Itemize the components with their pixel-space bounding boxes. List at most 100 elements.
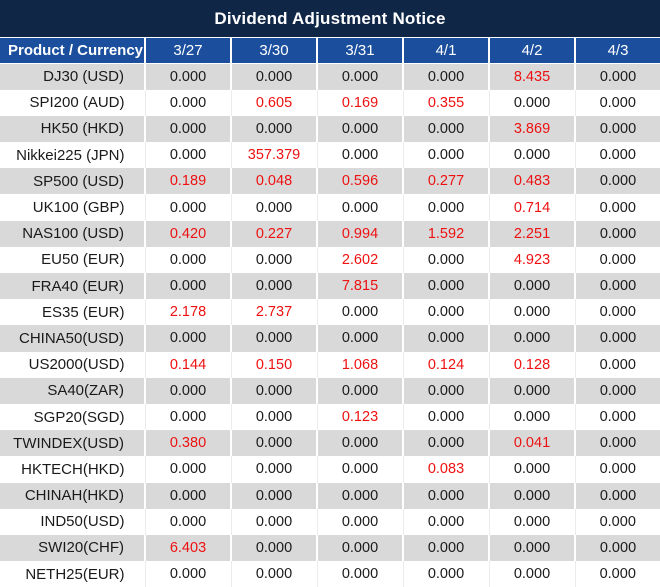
value-cell: 0.000	[489, 142, 576, 169]
table-row: SP500 (USD) 0.189 0.048 0.596 0.277 0.483 0.00…	[0, 168, 660, 195]
product-cell: HK50 (HKD)	[0, 115, 146, 143]
product-cell: US2000(USD)	[0, 351, 146, 378]
value-cell: 0.000	[317, 561, 404, 587]
value-cell: 0.994	[317, 220, 404, 247]
value-cell: 0.000	[145, 377, 232, 404]
value-cell: 0.000	[489, 508, 576, 535]
table-row: NAS100 (USD) 0.420 0.227 0.994 1.592 2.251 0.0…	[0, 220, 660, 247]
value-cell: 0.000	[403, 142, 490, 169]
product-cell: EU50 (EUR)	[0, 246, 146, 273]
value-cell: 0.000	[317, 142, 404, 169]
value-cell: 0.000	[231, 482, 318, 509]
value-cell: 0.000	[403, 377, 490, 404]
product-cell: ES35 (EUR)	[0, 299, 146, 326]
value-cell: 0.000	[231, 508, 318, 535]
value-cell: 0.000	[575, 561, 660, 587]
value-cell: 0.596	[317, 168, 404, 195]
date-column-header: 4/2	[489, 37, 576, 64]
value-cell: 0.000	[231, 325, 318, 352]
product-cell: DJ30 (USD)	[0, 63, 146, 90]
product-currency-header: Product / Currency	[0, 37, 146, 64]
value-cell: 2.602	[317, 246, 404, 273]
value-cell: 0.000	[145, 403, 232, 431]
value-cell: 0.041	[489, 430, 576, 457]
value-cell: 0.000	[231, 194, 318, 221]
value-cell: 357.379	[231, 142, 318, 169]
table-row: HK50 (HKD) 0.000 0.000 0.000 0.000 3.869 0.000	[0, 115, 660, 143]
value-cell: 0.000	[575, 168, 660, 195]
value-cell: 0.124	[403, 351, 490, 378]
value-cell: 0.000	[317, 430, 404, 457]
product-cell: CHINAH(HKD)	[0, 482, 146, 509]
product-cell: SGP20(SGD)	[0, 403, 146, 431]
value-cell: 0.000	[231, 561, 318, 587]
table-row: Nikkei225 (JPN) 0.000 357.379 0.000 0.000 0.0…	[0, 142, 660, 169]
product-cell: IND50(USD)	[0, 508, 146, 535]
value-cell: 0.000	[403, 194, 490, 221]
value-cell: 0.000	[575, 430, 660, 457]
value-cell: 0.083	[403, 456, 490, 483]
value-cell: 0.000	[231, 430, 318, 457]
value-cell: 0.000	[489, 403, 576, 431]
value-cell: 0.000	[489, 534, 576, 562]
value-cell: 0.000	[231, 115, 318, 143]
table-row: FRA40 (EUR) 0.000 0.000 7.815 0.000 0.000 0.00…	[0, 273, 660, 300]
value-cell: 8.435	[489, 63, 576, 90]
value-cell: 0.000	[403, 63, 490, 90]
value-cell: 0.000	[575, 351, 660, 378]
value-cell: 0.000	[317, 194, 404, 221]
product-cell: Nikkei225 (JPN)	[0, 142, 146, 169]
product-cell: FRA40 (EUR)	[0, 273, 146, 300]
value-cell: 0.000	[575, 299, 660, 326]
value-cell: 0.483	[489, 168, 576, 195]
value-cell: 0.000	[403, 246, 490, 273]
value-cell: 0.000	[231, 377, 318, 404]
value-cell: 0.000	[403, 561, 490, 587]
value-cell: 0.000	[231, 63, 318, 90]
value-cell: 0.000	[317, 534, 404, 562]
table-row: NETH25(EUR) 0.000 0.000 0.000 0.000 0.000 0.00…	[0, 561, 660, 587]
table-row: CHINAH(HKD) 0.000 0.000 0.000 0.000 0.000 0.00…	[0, 482, 660, 509]
value-cell: 0.000	[145, 89, 232, 116]
value-cell: 0.000	[489, 273, 576, 300]
product-cell: CHINA50(USD)	[0, 325, 146, 352]
value-cell: 0.000	[317, 482, 404, 509]
value-cell: 0.000	[403, 534, 490, 562]
value-cell: 0.000	[231, 246, 318, 273]
value-cell: 0.000	[489, 299, 576, 326]
value-cell: 0.000	[317, 115, 404, 143]
dividend-adjustment-table: Product / Currency 3/27 3/30 3/31 4/1 4/2 4/3…	[0, 37, 660, 587]
value-cell: 3.869	[489, 115, 576, 143]
value-cell: 0.189	[145, 168, 232, 195]
table-row: SPI200 (AUD) 0.000 0.605 0.169 0.355 0.000 0.0…	[0, 89, 660, 116]
value-cell: 0.000	[489, 377, 576, 404]
value-cell: 0.000	[231, 456, 318, 483]
value-cell: 0.714	[489, 194, 576, 221]
table-row: SWI20(CHF) 6.403 0.000 0.000 0.000 0.000 0.000	[0, 534, 660, 562]
value-cell: 0.000	[403, 325, 490, 352]
value-cell: 0.000	[403, 508, 490, 535]
value-cell: 1.592	[403, 220, 490, 247]
value-cell: 0.048	[231, 168, 318, 195]
value-cell: 4.923	[489, 246, 576, 273]
table-row: IND50(USD) 0.000 0.000 0.000 0.000 0.000 0.000	[0, 508, 660, 535]
value-cell: 0.000	[575, 115, 660, 143]
value-cell: 0.000	[489, 89, 576, 116]
value-cell: 0.380	[145, 430, 232, 457]
value-cell: 2.178	[145, 299, 232, 326]
product-cell: NAS100 (USD)	[0, 220, 146, 247]
page-title: Dividend Adjustment Notice	[214, 8, 446, 28]
value-cell: 0.000	[575, 377, 660, 404]
value-cell: 0.000	[575, 89, 660, 116]
value-cell: 0.000	[575, 508, 660, 535]
date-column-header: 3/31	[317, 37, 404, 64]
value-cell: 0.000	[231, 403, 318, 431]
table-row: DJ30 (USD) 0.000 0.000 0.000 0.000 8.435 0.000	[0, 63, 660, 90]
value-cell: 0.000	[145, 325, 232, 352]
table-body: DJ30 (USD) 0.000 0.000 0.000 0.000 8.435 0.000…	[0, 63, 660, 587]
value-cell: 0.000	[145, 273, 232, 300]
table-row: UK100 (GBP) 0.000 0.000 0.000 0.000 0.714 0.00…	[0, 194, 660, 221]
value-cell: 0.000	[489, 456, 576, 483]
value-cell: 7.815	[317, 273, 404, 300]
